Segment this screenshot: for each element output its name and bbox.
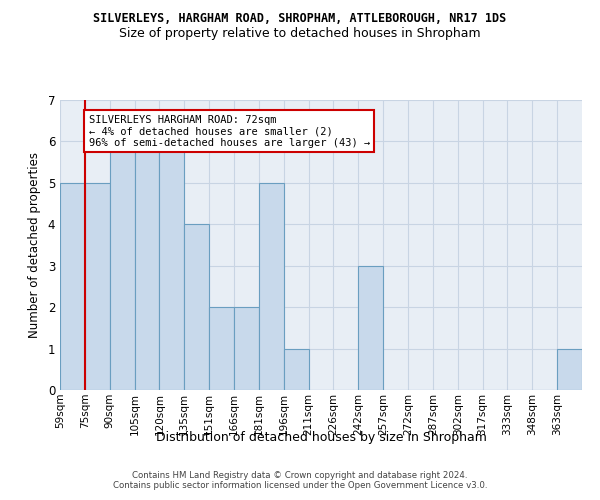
Bar xyxy=(134,142,160,390)
Text: Distribution of detached houses by size in Shropham: Distribution of detached houses by size … xyxy=(155,431,487,444)
Bar xyxy=(184,224,209,390)
Bar xyxy=(110,142,134,390)
Bar xyxy=(557,348,582,390)
Text: Contains HM Land Registry data © Crown copyright and database right 2024.
Contai: Contains HM Land Registry data © Crown c… xyxy=(113,470,487,490)
Bar xyxy=(358,266,383,390)
Bar xyxy=(85,183,110,390)
Text: Size of property relative to detached houses in Shropham: Size of property relative to detached ho… xyxy=(119,28,481,40)
Y-axis label: Number of detached properties: Number of detached properties xyxy=(28,152,41,338)
Text: SILVERLEYS HARGHAM ROAD: 72sqm
← 4% of detached houses are smaller (2)
96% of se: SILVERLEYS HARGHAM ROAD: 72sqm ← 4% of d… xyxy=(89,114,370,148)
Bar xyxy=(209,307,234,390)
Bar xyxy=(259,183,284,390)
Bar xyxy=(234,307,259,390)
Text: SILVERLEYS, HARGHAM ROAD, SHROPHAM, ATTLEBOROUGH, NR17 1DS: SILVERLEYS, HARGHAM ROAD, SHROPHAM, ATTL… xyxy=(94,12,506,26)
Bar xyxy=(284,348,308,390)
Bar xyxy=(160,142,184,390)
Bar xyxy=(60,183,85,390)
